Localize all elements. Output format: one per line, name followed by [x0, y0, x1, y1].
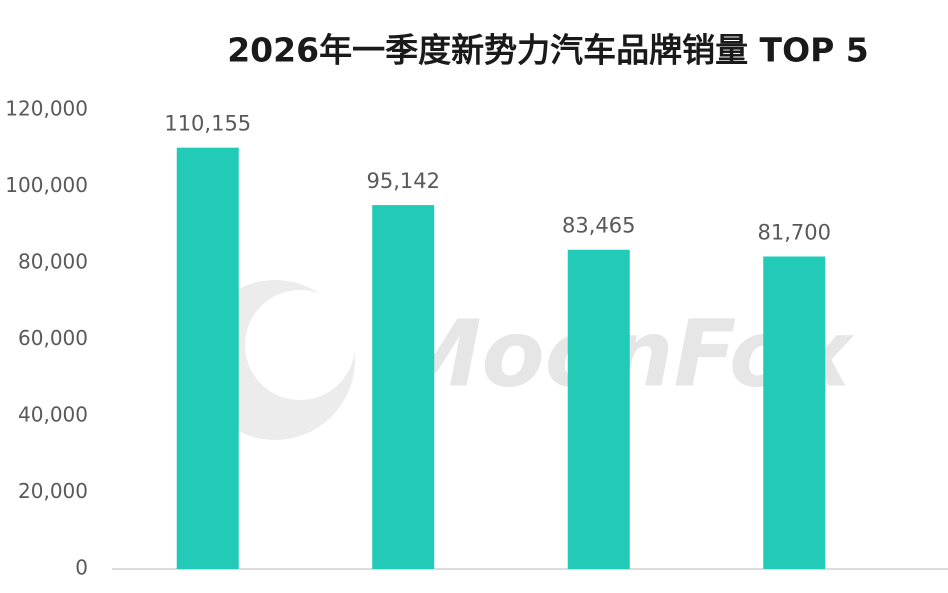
y-tick-label: 20,000: [18, 479, 88, 503]
value-label: 83,465: [562, 214, 635, 238]
bar: [763, 256, 826, 569]
y-tick-label: 80,000: [18, 250, 88, 274]
bar: [176, 147, 239, 570]
value-label: 95,142: [367, 169, 440, 193]
value-label: 81,700: [758, 220, 831, 244]
y-tick-label: 40,000: [18, 403, 88, 427]
y-tick-label: 60,000: [18, 326, 88, 350]
bar: [372, 205, 435, 569]
value-label: 110,155: [164, 112, 251, 136]
y-tick-label: 100,000: [5, 173, 88, 197]
y-tick-label: 120,000: [5, 97, 88, 121]
chart-title: 2026年一季度新势力汽车品牌销量 TOP 5: [227, 31, 869, 70]
y-tick-label: 0: [75, 556, 88, 580]
bar: [567, 249, 630, 569]
